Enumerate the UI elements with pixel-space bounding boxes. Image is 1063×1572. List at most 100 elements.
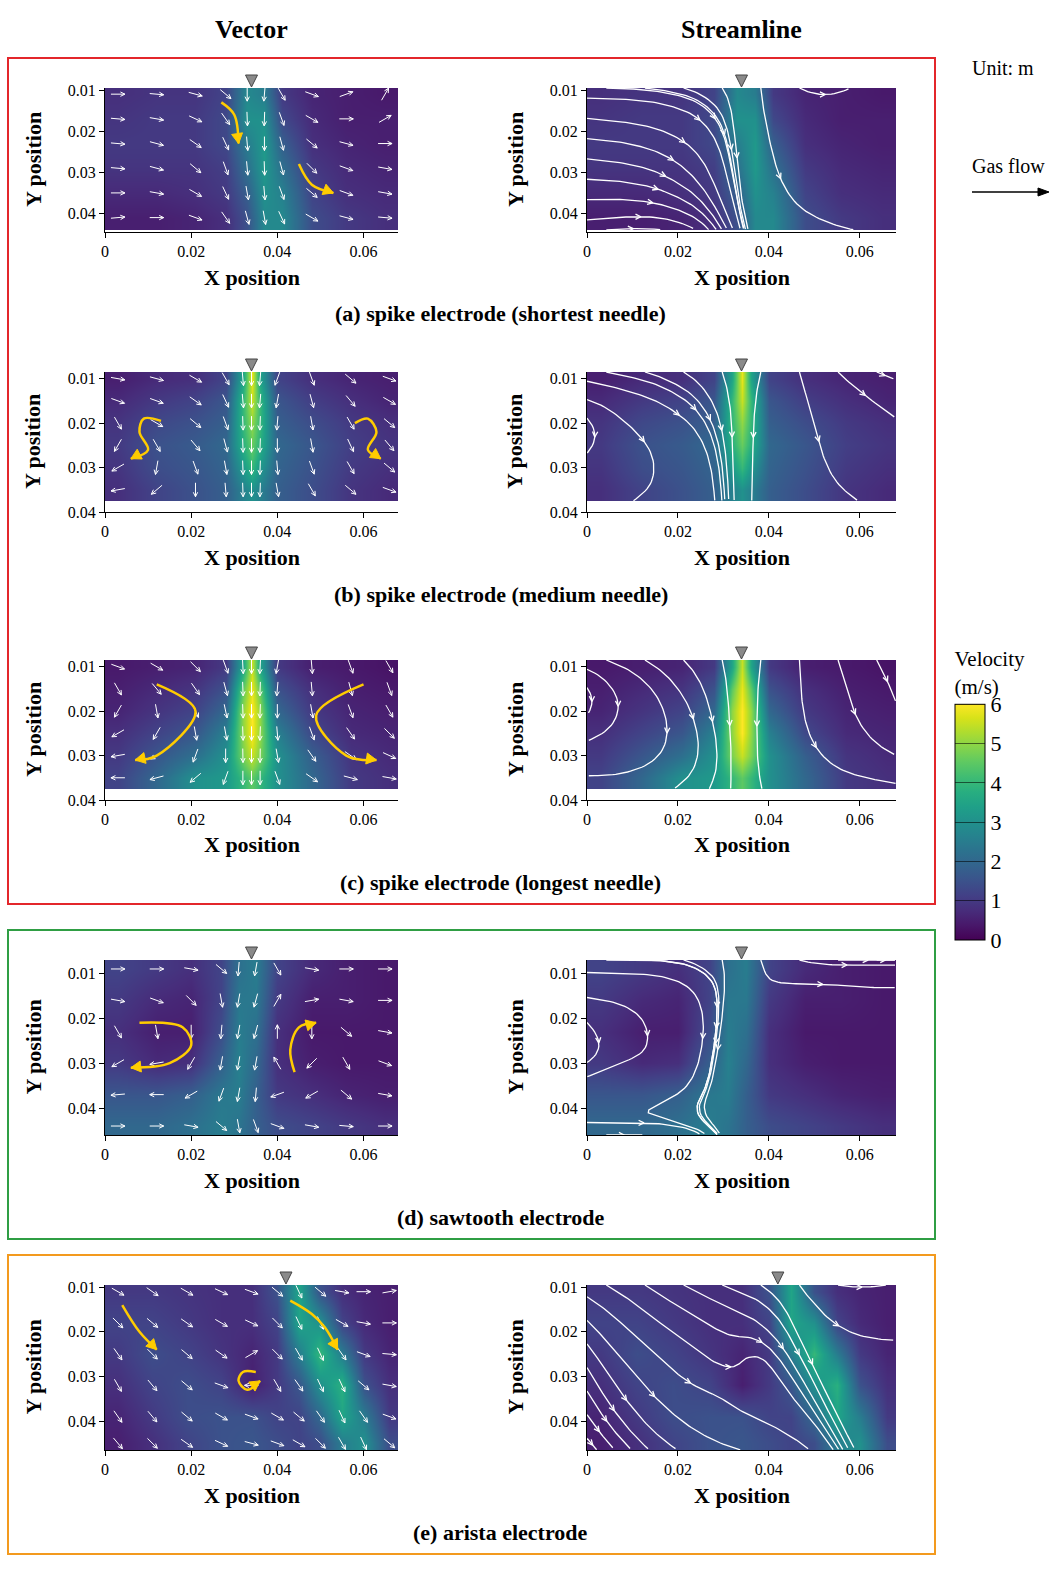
svg-text:Y position: Y position — [21, 682, 46, 777]
svg-text:Y position: Y position — [503, 682, 528, 777]
svg-text:0.02: 0.02 — [177, 243, 205, 260]
svg-text:Vector: Vector — [215, 15, 288, 44]
svg-text:(c) spike electrode (longest n: (c) spike electrode (longest needle) — [340, 870, 661, 895]
svg-text:X position: X position — [694, 265, 790, 290]
svg-text:0.04: 0.04 — [263, 1461, 291, 1478]
svg-text:0.04: 0.04 — [755, 243, 783, 260]
svg-text:0.06: 0.06 — [350, 1461, 378, 1478]
svg-text:Y position: Y position — [503, 999, 528, 1094]
svg-text:3: 3 — [990, 810, 1001, 835]
svg-text:0.02: 0.02 — [550, 415, 578, 432]
svg-text:0.01: 0.01 — [550, 1279, 578, 1296]
svg-text:Gas flow: Gas flow — [972, 155, 1045, 177]
svg-text:0.03: 0.03 — [550, 1368, 578, 1385]
svg-text:0.06: 0.06 — [846, 1146, 874, 1163]
svg-text:0: 0 — [583, 1146, 591, 1163]
svg-text:0.03: 0.03 — [550, 747, 578, 764]
svg-text:2: 2 — [990, 849, 1001, 874]
svg-text:0.01: 0.01 — [68, 82, 96, 99]
svg-text:0.01: 0.01 — [550, 965, 578, 982]
svg-text:0.02: 0.02 — [68, 703, 96, 720]
svg-text:0.01: 0.01 — [550, 658, 578, 675]
svg-text:0.04: 0.04 — [68, 1100, 96, 1117]
svg-text:Y position: Y position — [502, 394, 527, 489]
svg-text:0.04: 0.04 — [263, 811, 291, 828]
svg-text:0.02: 0.02 — [550, 1323, 578, 1340]
svg-text:0.04: 0.04 — [755, 1461, 783, 1478]
svg-text:(e) arista electrode: (e) arista electrode — [413, 1520, 588, 1545]
svg-text:0.06: 0.06 — [846, 811, 874, 828]
svg-text:0.02: 0.02 — [664, 1461, 692, 1478]
svg-text:0: 0 — [583, 243, 591, 260]
svg-text:0.04: 0.04 — [550, 1413, 578, 1430]
svg-text:0.03: 0.03 — [68, 459, 96, 476]
svg-text:0.04: 0.04 — [68, 792, 96, 809]
svg-text:0.04: 0.04 — [68, 504, 96, 521]
svg-text:0.03: 0.03 — [550, 1055, 578, 1072]
svg-text:0.02: 0.02 — [664, 243, 692, 260]
svg-text:0.02: 0.02 — [550, 123, 578, 140]
svg-text:0.02: 0.02 — [68, 123, 96, 140]
svg-text:0.01: 0.01 — [550, 82, 578, 99]
svg-text:0.04: 0.04 — [263, 523, 291, 540]
svg-text:0: 0 — [583, 523, 591, 540]
svg-text:(b) spike electrode (medium ne: (b) spike electrode (medium needle) — [334, 582, 668, 607]
svg-text:0.04: 0.04 — [755, 811, 783, 828]
svg-text:X position: X position — [694, 545, 790, 570]
svg-text:0.02: 0.02 — [664, 811, 692, 828]
svg-text:(d) sawtooth electrode: (d) sawtooth electrode — [397, 1205, 605, 1230]
svg-text:Streamline: Streamline — [681, 15, 802, 44]
svg-text:0.02: 0.02 — [177, 811, 205, 828]
svg-text:0.02: 0.02 — [68, 1010, 96, 1027]
svg-text:4: 4 — [990, 771, 1001, 796]
svg-text:0.02: 0.02 — [664, 523, 692, 540]
svg-text:0: 0 — [101, 243, 109, 260]
svg-text:0.02: 0.02 — [177, 1461, 205, 1478]
svg-text:Y position: Y position — [20, 394, 45, 489]
svg-text:0.03: 0.03 — [68, 747, 96, 764]
svg-text:Y position: Y position — [503, 1319, 528, 1414]
svg-text:0: 0 — [101, 1461, 109, 1478]
svg-text:0.04: 0.04 — [263, 1146, 291, 1163]
svg-text:0: 0 — [101, 523, 109, 540]
svg-text:0.02: 0.02 — [68, 1323, 96, 1340]
svg-text:X position: X position — [204, 832, 300, 857]
svg-text:Y position: Y position — [21, 112, 46, 207]
svg-text:0.06: 0.06 — [846, 523, 874, 540]
svg-text:5: 5 — [990, 731, 1001, 756]
svg-text:(a) spike electrode (shortest: (a) spike electrode (shortest needle) — [335, 301, 666, 326]
svg-text:0.01: 0.01 — [68, 1279, 96, 1296]
svg-text:0: 0 — [583, 811, 591, 828]
svg-text:6: 6 — [990, 692, 1001, 717]
svg-text:0.02: 0.02 — [664, 1146, 692, 1163]
svg-text:0.03: 0.03 — [68, 164, 96, 181]
svg-text:0.06: 0.06 — [350, 811, 378, 828]
svg-text:Y position: Y position — [21, 999, 46, 1094]
svg-text:0.04: 0.04 — [550, 792, 578, 809]
svg-text:X position: X position — [204, 265, 300, 290]
svg-text:X position: X position — [694, 1483, 790, 1508]
svg-text:Velocity(m/s): Velocity(m/s) — [955, 647, 1025, 698]
svg-text:0.04: 0.04 — [550, 205, 578, 222]
svg-text:0: 0 — [583, 1461, 591, 1478]
svg-text:0.06: 0.06 — [350, 1146, 378, 1163]
svg-text:0.03: 0.03 — [550, 459, 578, 476]
svg-text:X position: X position — [204, 1168, 300, 1193]
svg-text:0.02: 0.02 — [177, 1146, 205, 1163]
svg-text:0.03: 0.03 — [68, 1055, 96, 1072]
svg-text:1: 1 — [990, 888, 1001, 913]
svg-text:0.01: 0.01 — [550, 370, 578, 387]
svg-text:X position: X position — [204, 1483, 300, 1508]
svg-text:0.06: 0.06 — [350, 243, 378, 260]
svg-text:X position: X position — [694, 1168, 790, 1193]
svg-text:0.06: 0.06 — [846, 243, 874, 260]
svg-text:Y position: Y position — [503, 112, 528, 207]
svg-text:0.06: 0.06 — [350, 523, 378, 540]
svg-text:0.01: 0.01 — [68, 658, 96, 675]
svg-text:0.04: 0.04 — [68, 205, 96, 222]
svg-text:0.02: 0.02 — [550, 1010, 578, 1027]
svg-text:0.04: 0.04 — [550, 1100, 578, 1117]
svg-text:0.06: 0.06 — [846, 1461, 874, 1478]
svg-text:0: 0 — [101, 1146, 109, 1163]
svg-text:X position: X position — [204, 545, 300, 570]
